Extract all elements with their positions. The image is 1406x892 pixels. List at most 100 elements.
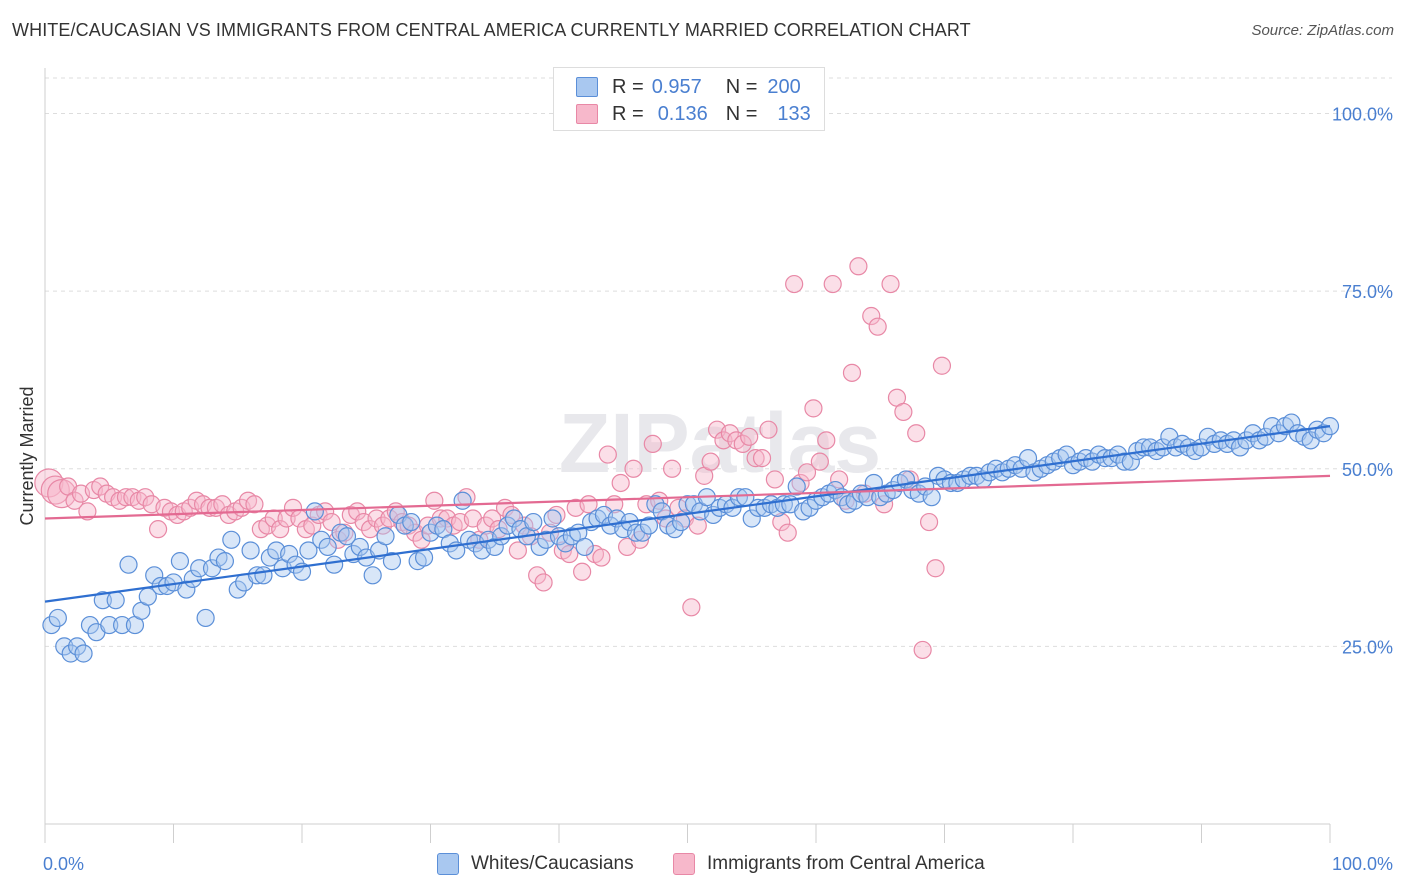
- blue-data-point: [524, 512, 543, 532]
- y-tick-label: 75.0%: [1342, 282, 1393, 302]
- pink-data-point: [907, 424, 926, 443]
- pink-data-point: [47, 479, 77, 509]
- pink-data-point: [862, 306, 881, 326]
- blue-data-point: [280, 544, 299, 564]
- pink-data-point: [810, 452, 829, 471]
- blue-data-point: [729, 488, 749, 507]
- pink-series: [34, 257, 952, 660]
- pink-data-point: [733, 434, 752, 453]
- blue-data-point: [376, 527, 395, 546]
- blue-data-point: [922, 488, 941, 507]
- blue-data-point: [190, 559, 209, 578]
- pink-data-point: [849, 257, 868, 276]
- pink-data-point: [701, 452, 720, 471]
- blue-trend-line: [44, 425, 1331, 603]
- legend-row-blue: R = 0.957 N = 200: [576, 74, 801, 100]
- blue-data-point: [68, 637, 87, 656]
- blue-data-point: [382, 552, 402, 571]
- pink-data-point: [817, 431, 836, 450]
- blue-data-point: [215, 552, 234, 571]
- pink-data-point: [316, 502, 335, 521]
- pink-swatch-icon: [673, 853, 695, 875]
- pink-data-point: [682, 598, 701, 617]
- legend-row-pink: R = 0.136 N = 133: [576, 101, 811, 127]
- pink-data-point: [830, 470, 849, 489]
- pink-data-point: [283, 498, 303, 517]
- pink-data-point: [136, 488, 155, 507]
- pink-data-point: [528, 566, 547, 585]
- blue-data-point: [800, 498, 819, 517]
- blue-data-point: [325, 555, 344, 574]
- blue-data-point: [112, 615, 132, 635]
- pink-data-point: [534, 573, 553, 592]
- pink-data-point: [785, 274, 804, 294]
- pink-data-point: [772, 512, 791, 532]
- blue-data-point: [260, 548, 279, 567]
- pink-data-point: [746, 449, 765, 468]
- pink-data-point: [148, 520, 168, 539]
- trend-lines: [44, 425, 1331, 603]
- blue-data-point: [93, 591, 112, 610]
- blue-data-point: [671, 512, 691, 532]
- pink-data-point: [303, 516, 322, 535]
- y-tick-label: 25.0%: [1342, 637, 1393, 657]
- y-tick-label: 100.0%: [1332, 105, 1393, 125]
- blue-data-point: [55, 637, 74, 656]
- blue-data-point: [183, 569, 202, 588]
- pink-data-point: [720, 424, 740, 443]
- blue-data-point: [646, 495, 665, 514]
- bottom-legend-pink: Immigrants from Central America: [673, 851, 985, 877]
- pink-data-point: [245, 495, 264, 514]
- pink-data-point: [624, 459, 643, 478]
- pink-data-point: [598, 445, 617, 464]
- blue-data-point: [556, 534, 575, 553]
- blue-series: [42, 413, 1340, 663]
- blue-data-point: [299, 541, 318, 560]
- blue-data-point: [530, 537, 549, 557]
- pink-data-point: [919, 512, 939, 532]
- legend-r-label: R =: [612, 102, 644, 125]
- blue-data-point: [228, 580, 247, 599]
- pink-data-point: [842, 363, 862, 382]
- blue-data-point: [504, 509, 524, 528]
- pink-data-point: [508, 541, 527, 560]
- pink-data-point: [881, 274, 900, 294]
- chart-source: Source: ZipAtlas.com: [1251, 22, 1394, 39]
- blue-data-point: [543, 509, 562, 528]
- blue-data-point: [80, 615, 100, 635]
- blue-data-point: [633, 523, 652, 542]
- blue-data-point: [42, 615, 61, 635]
- axes: [44, 68, 1331, 843]
- pink-data-point: [78, 502, 97, 521]
- tick-labels: 25.0% 50.0% 75.0% 100.0% 0.0% 100.0%: [43, 105, 1393, 874]
- legend-r-value: 0.136: [657, 102, 708, 125]
- y-tick-label: 50.0%: [1342, 460, 1393, 480]
- pink-data-point: [778, 523, 797, 542]
- blue-data-point: [402, 512, 421, 532]
- pink-data-point: [926, 559, 945, 578]
- pink-data-point: [367, 509, 386, 528]
- blue-data-point: [318, 537, 337, 557]
- blue-data-point: [575, 537, 594, 557]
- x-tick-label: 0.0%: [43, 854, 84, 874]
- blue-data-point: [337, 527, 357, 546]
- blue-data-point: [222, 530, 241, 549]
- legend-n-label: N =: [725, 75, 758, 98]
- chart-title: WHITE/CAUCASIAN VS IMMIGRANTS FROM CENTR…: [12, 20, 971, 40]
- blue-data-point: [106, 591, 125, 610]
- bottom-legend-blue: Whites/Caucasians: [437, 851, 634, 877]
- blue-data-point: [196, 608, 215, 628]
- blue-swatch-icon: [437, 853, 459, 875]
- legend-n-label: N =: [725, 102, 758, 125]
- bottom-legend-label: Immigrants from Central America: [707, 853, 985, 874]
- pink-data-point: [752, 449, 772, 468]
- y-axis-label: Currently Married: [17, 386, 37, 525]
- blue-data-point: [787, 477, 806, 496]
- pink-data-point: [643, 434, 662, 453]
- blue-data-point: [254, 566, 273, 585]
- bottom-legend-label: Whites/Caucasians: [471, 853, 634, 874]
- pink-data-point: [894, 402, 913, 422]
- x-tick-label: 100.0%: [1332, 854, 1393, 874]
- legend-r-value: 0.957: [651, 75, 702, 98]
